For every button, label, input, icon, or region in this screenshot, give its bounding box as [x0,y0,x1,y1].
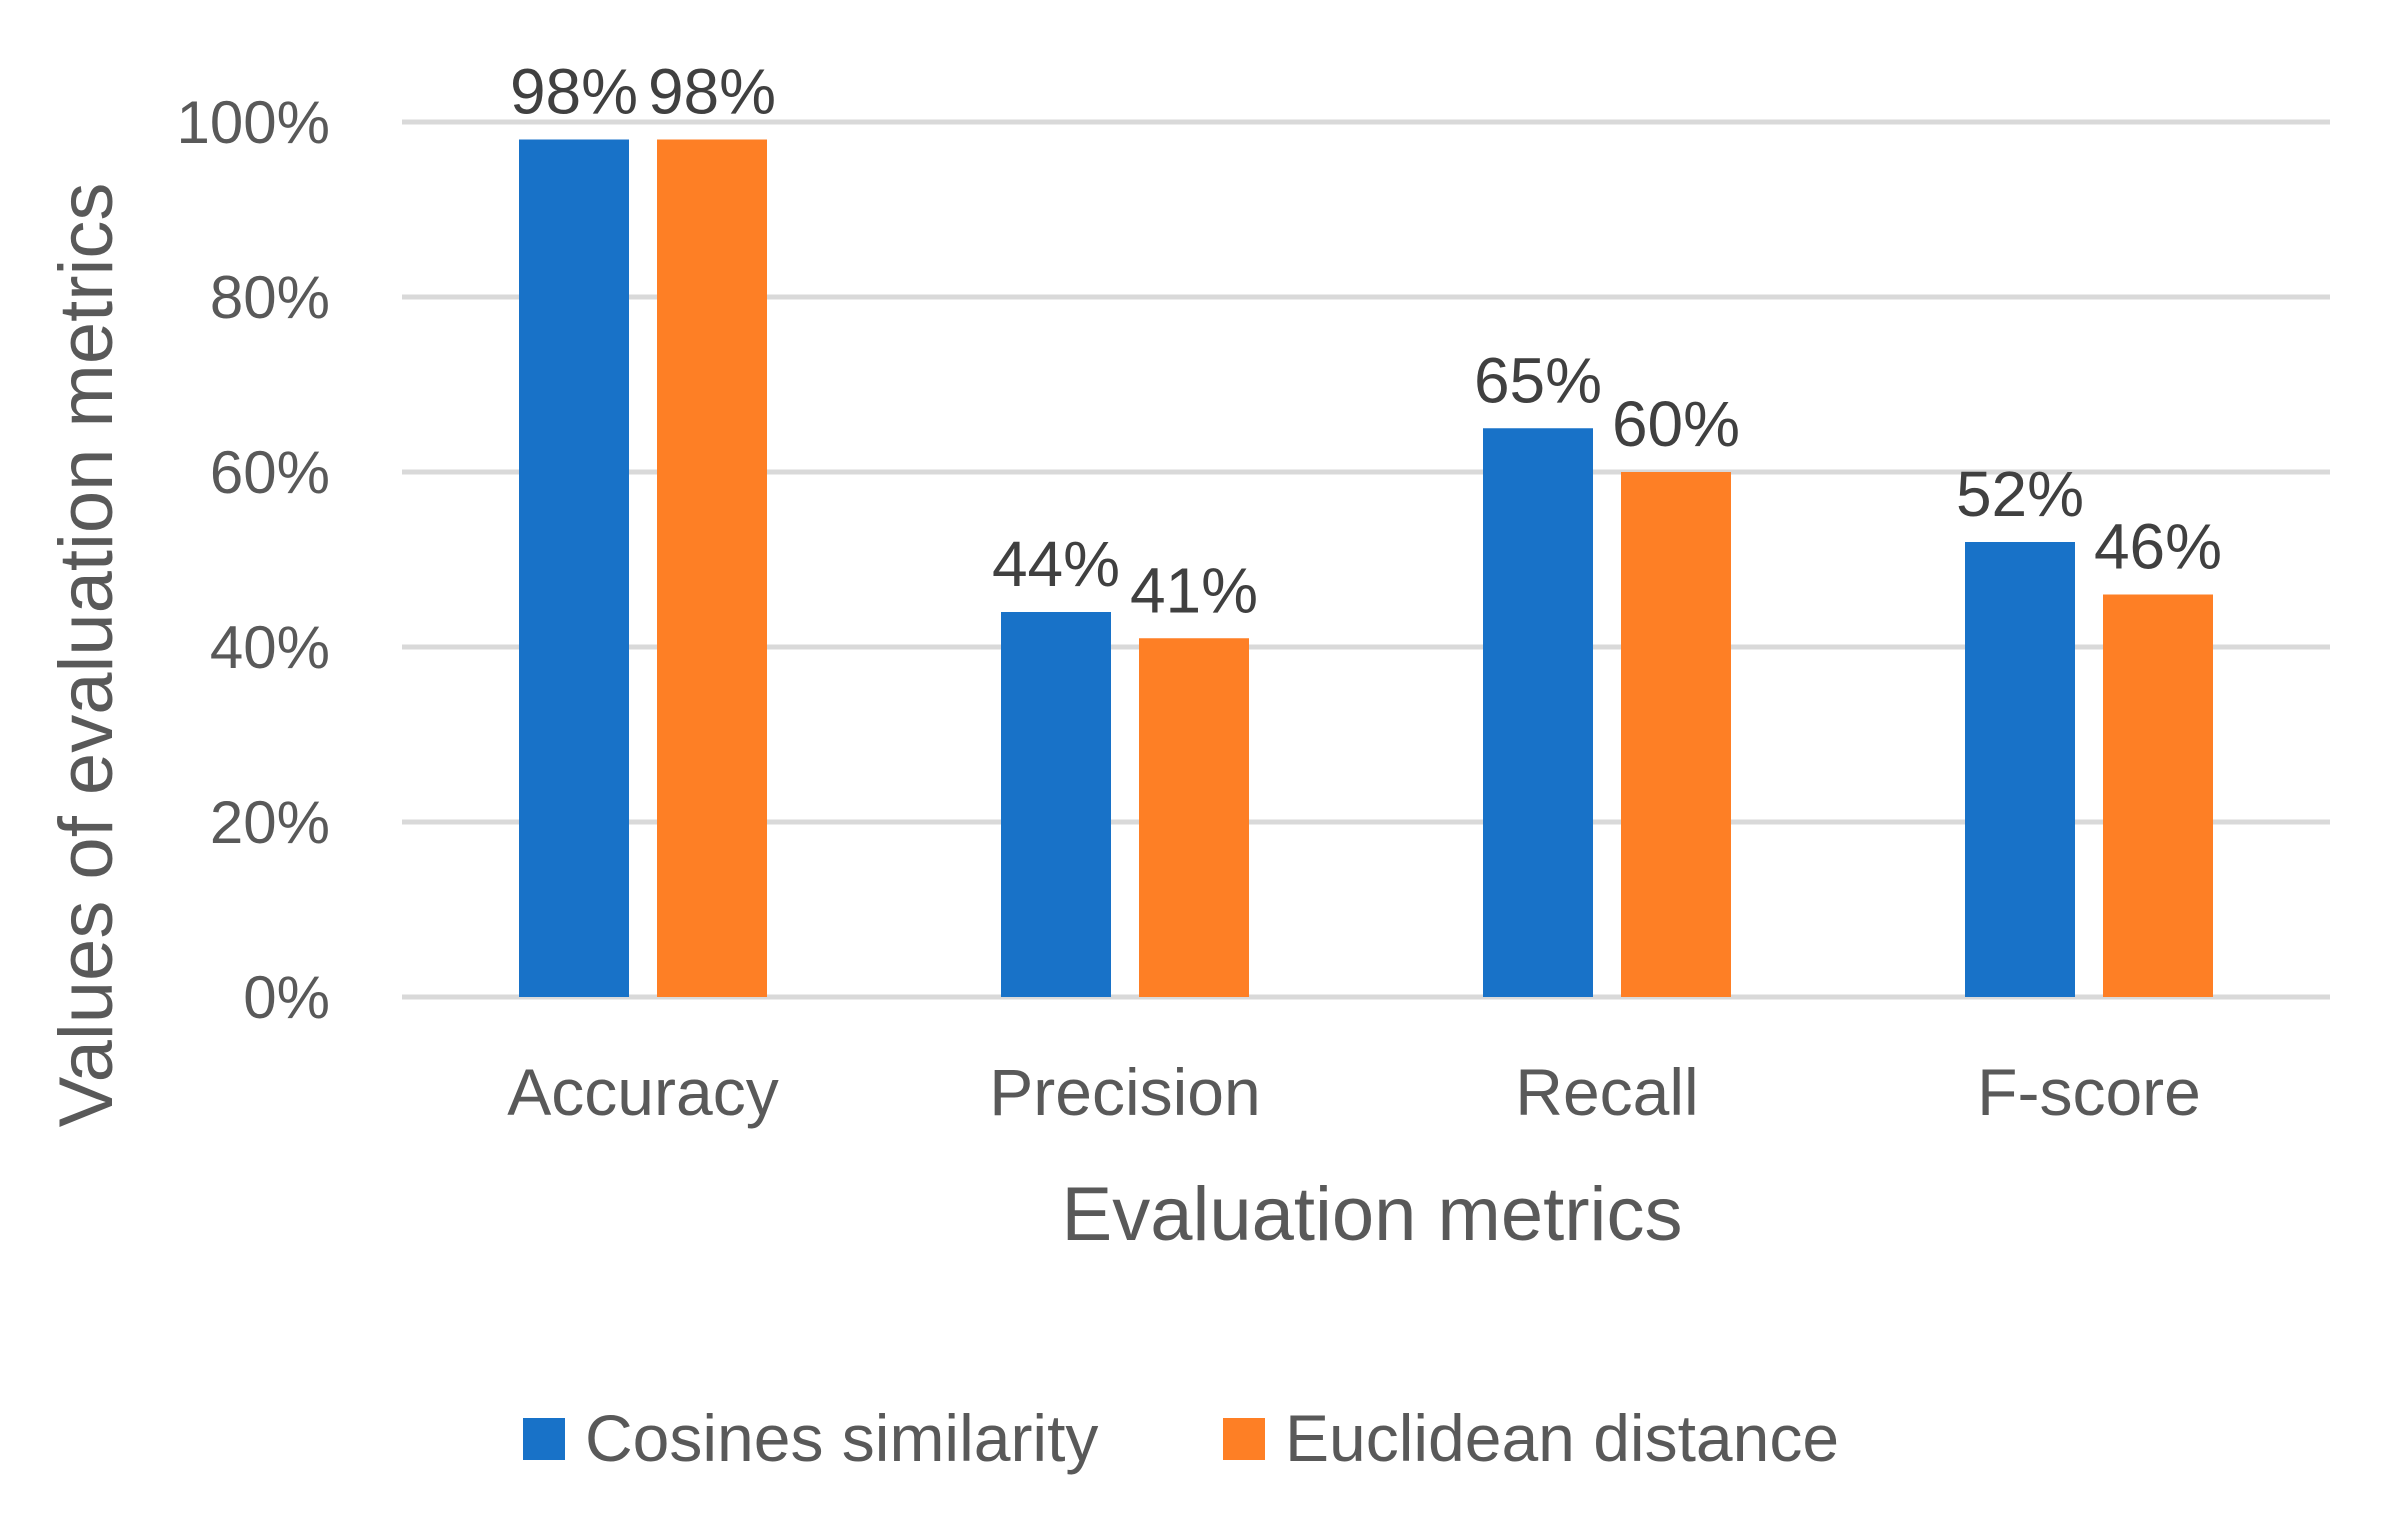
data-label-cosines-similarity-precision: 44% [992,528,1120,600]
bar-cosines-similarity-f-score [1965,542,2075,997]
x-category-label-f-score: F-score [1977,1055,2201,1129]
data-label-euclidean-distance-f-score: 46% [2094,511,2222,583]
legend-swatch-cosines-similarity [523,1418,565,1460]
legend-swatch-euclidean-distance [1223,1418,1265,1460]
data-label-cosines-similarity-f-score: 52% [1956,458,2084,530]
bar-cosines-similarity-recall [1483,428,1593,997]
bar-euclidean-distance-precision [1139,638,1249,997]
x-axis-title: Evaluation metrics [1062,1172,1683,1257]
y-tick-label-0: 0% [243,964,330,1031]
data-labels: 98% 98% 44% 41% 65%60% 52%46% [510,56,2222,627]
y-axis-title: Values of evaluation metrics [44,183,129,1128]
y-tick-label-100: 100% [177,89,330,156]
legend-label-cosines-similarity: Cosines similarity [585,1401,1098,1475]
data-label-euclidean-distance-precision: 41% [1130,554,1258,626]
x-category-label-recall: Recall [1515,1055,1698,1129]
bars [519,139,2213,997]
data-label-euclidean-distance-accuracy: 98% [648,56,776,128]
data-label-cosines-similarity-recall: 65% [1474,344,1602,416]
bar-euclidean-distance-recall [1621,472,1731,997]
legend: Cosines similarity Euclidean distance [523,1401,1839,1475]
bar-euclidean-distance-f-score [2103,594,2213,997]
y-tick-label-40: 40% [210,614,330,681]
data-label-euclidean-distance-recall: 60% [1612,388,1740,460]
x-axis-category-labels: Accuracy Precision Recall F-score [507,1055,2201,1129]
legend-label-euclidean-distance: Euclidean distance [1285,1401,1839,1475]
y-tick-label-20: 20% [210,789,330,856]
y-tick-label-80: 80% [210,264,330,331]
y-axis-tick-labels: 0% 20% 40% 60% 80% 100% [177,89,330,1031]
bar-euclidean-distance-accuracy [657,139,767,997]
data-label-cosines-similarity-accuracy: 98% [510,56,638,128]
x-category-label-accuracy: Accuracy [507,1055,778,1129]
bar-cosines-similarity-accuracy [519,139,629,997]
x-category-label-precision: Precision [989,1055,1260,1129]
y-tick-label-60: 60% [210,439,330,506]
bar-cosines-similarity-precision [1001,612,1111,997]
